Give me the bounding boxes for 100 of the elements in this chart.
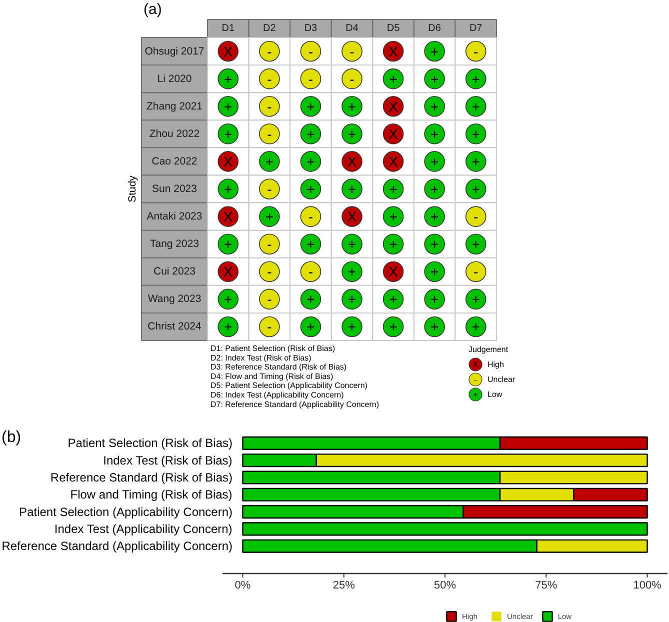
- text: +: [472, 98, 480, 114]
- text: X: [347, 153, 357, 170]
- text: +: [306, 153, 315, 170]
- text: +: [472, 70, 480, 87]
- text: +: [472, 291, 480, 308]
- chart-title: (a): [144, 1, 162, 18]
- x-tick-label: 0%: [234, 580, 251, 592]
- text: +: [306, 181, 315, 197]
- y-tick-label: Patient Selection (Applicability Concern): [19, 504, 233, 519]
- y-tick-label: Antaki 2023: [146, 210, 202, 223]
- text: X: [388, 264, 398, 280]
- y-tick-label: Patient Selection (Risk of Bias): [68, 436, 233, 450]
- text: D1: Patient Selection (Risk of Bias): [210, 344, 336, 353]
- text: +: [472, 126, 480, 142]
- text: +: [265, 208, 274, 225]
- x-tick-label: 75%: [535, 580, 558, 592]
- bar: [242, 522, 648, 536]
- y-tick-label: Sun 2023: [152, 183, 198, 195]
- x-tick-label: D6: [428, 23, 442, 34]
- text: -: [267, 236, 272, 252]
- x-tick-label: D5: [386, 23, 400, 34]
- text: X: [388, 98, 398, 114]
- text: -: [267, 318, 272, 335]
- y-tick-label: Reference Standard (Risk of Bias): [50, 470, 233, 484]
- text: -: [474, 376, 477, 384]
- text: -: [267, 43, 272, 60]
- text: X: [223, 153, 233, 170]
- x-tick-label: D1: [222, 23, 235, 34]
- text: +: [224, 291, 232, 308]
- text: +: [348, 318, 356, 335]
- text: -: [308, 43, 314, 60]
- text: +: [224, 181, 232, 197]
- text: +: [472, 181, 480, 197]
- text: -: [350, 70, 354, 87]
- y-axis-title: Study: [126, 174, 138, 202]
- x-tick-label: 25%: [332, 580, 356, 592]
- text: +: [430, 236, 439, 252]
- text: +: [306, 236, 315, 252]
- text: +: [389, 236, 398, 252]
- text: D3: Reference Standard (Risk of Bias): [210, 362, 347, 372]
- text: +: [224, 70, 232, 87]
- text: +: [224, 318, 232, 335]
- text: +: [389, 291, 398, 308]
- text: +: [389, 318, 398, 335]
- text: -: [267, 291, 272, 308]
- text: +: [265, 153, 274, 170]
- y-tick-label: Flow and Timing (Risk of Bias): [70, 488, 232, 502]
- text: -: [308, 264, 314, 280]
- text: (b): [2, 429, 22, 446]
- text: +: [224, 98, 232, 114]
- y-tick-label: Li 2020: [157, 72, 192, 85]
- x-tick-label: 100%: [633, 580, 662, 592]
- text: +: [472, 318, 480, 335]
- y-tick-label: Wang 2023: [148, 293, 202, 306]
- text: +: [348, 126, 356, 142]
- text: D6: Index Test (Applicability Concern): [210, 390, 344, 400]
- text: X: [223, 264, 233, 280]
- y-tick-label: Cao 2022: [152, 155, 198, 168]
- text: +: [472, 153, 480, 170]
- text: +: [224, 126, 232, 142]
- text: +: [430, 153, 439, 170]
- text: -: [267, 126, 272, 142]
- text: D5: Patient Selection (Applicability Concern): [210, 381, 368, 390]
- text: +: [430, 291, 439, 308]
- text: Unclear: [488, 375, 516, 384]
- text: X: [388, 43, 398, 60]
- color-bar-title: Judgement: [468, 345, 509, 354]
- text: +: [306, 318, 315, 335]
- text: +: [306, 126, 315, 142]
- text: X: [388, 153, 398, 170]
- text: X: [388, 126, 398, 142]
- text: -: [474, 264, 478, 280]
- x-tick-label: D4: [346, 23, 359, 34]
- text: +: [348, 291, 356, 308]
- text: +: [306, 291, 315, 308]
- text: +: [224, 236, 232, 252]
- text: +: [306, 98, 315, 114]
- text: -: [267, 181, 272, 197]
- text: -: [350, 43, 354, 60]
- text: +: [472, 236, 480, 252]
- text: +: [348, 181, 356, 197]
- text: +: [430, 318, 439, 335]
- text: -: [267, 98, 272, 114]
- text: Low: [488, 390, 502, 399]
- text: X: [223, 208, 233, 225]
- text: X: [472, 360, 478, 369]
- text: +: [430, 181, 439, 197]
- text: D7: Reference Standard (Applicability Concern): [210, 400, 380, 409]
- text: D2: Index Test (Risk of Bias): [210, 353, 312, 362]
- text: +: [430, 70, 439, 87]
- x-tick-label: D2: [263, 23, 276, 34]
- y-tick-label: Reference Standard (Applicability Concern): [2, 539, 233, 554]
- y-tick-label: Zhou 2022: [149, 128, 200, 140]
- text: +: [389, 208, 398, 225]
- text: +: [348, 264, 356, 280]
- text: -: [474, 208, 478, 225]
- x-tick-label: D7: [469, 23, 483, 34]
- text: +: [430, 98, 439, 114]
- text: -: [308, 208, 314, 225]
- text: +: [389, 70, 398, 87]
